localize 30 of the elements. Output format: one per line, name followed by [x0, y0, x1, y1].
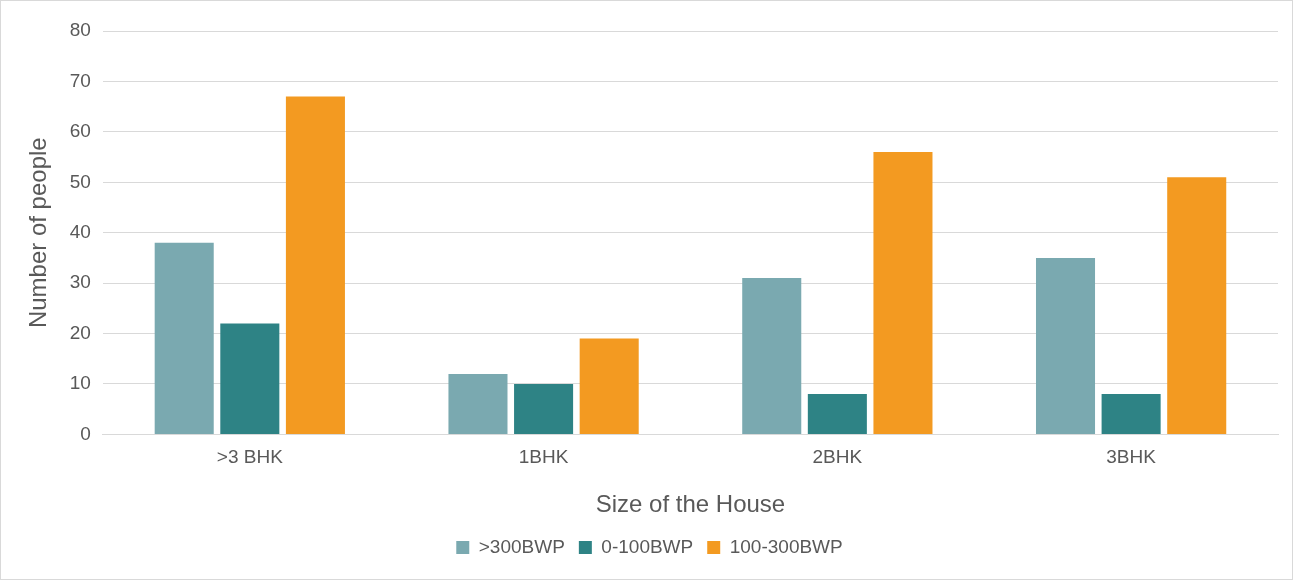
y-tick-label: 40 — [69, 220, 91, 242]
y-tick-label: 80 — [69, 19, 91, 41]
bar — [1035, 257, 1096, 434]
y-tick-label: 20 — [69, 321, 91, 343]
x-tick-label: 1BHK — [518, 446, 569, 468]
bar — [742, 278, 802, 434]
bar — [448, 373, 508, 434]
y-axis-title: Number of people — [24, 137, 52, 329]
bar — [807, 394, 867, 434]
bar — [285, 96, 345, 434]
bar — [873, 152, 933, 434]
bar — [579, 338, 639, 434]
y-tick-label: 30 — [69, 271, 91, 293]
legend-label: >300BWP — [478, 535, 565, 557]
y-tick-label: 10 — [69, 372, 91, 394]
bar — [154, 242, 214, 434]
y-tick-label: 70 — [69, 69, 91, 91]
y-tick-label: 50 — [69, 170, 91, 192]
x-tick-label: >3 BHK — [216, 446, 284, 468]
bar — [514, 383, 574, 434]
bar — [1101, 394, 1161, 434]
y-tick-label: 0 — [80, 422, 91, 444]
legend-label: 0-100BWP — [601, 535, 694, 557]
x-axis-title: Size of the House — [595, 490, 786, 518]
bar — [220, 323, 280, 434]
x-tick-label: 2BHK — [812, 446, 863, 468]
x-tick-label: 3BHK — [1106, 446, 1157, 468]
bar — [1167, 177, 1227, 434]
y-tick-label: 60 — [69, 120, 91, 142]
legend-label: 100-300BWP — [729, 535, 843, 557]
